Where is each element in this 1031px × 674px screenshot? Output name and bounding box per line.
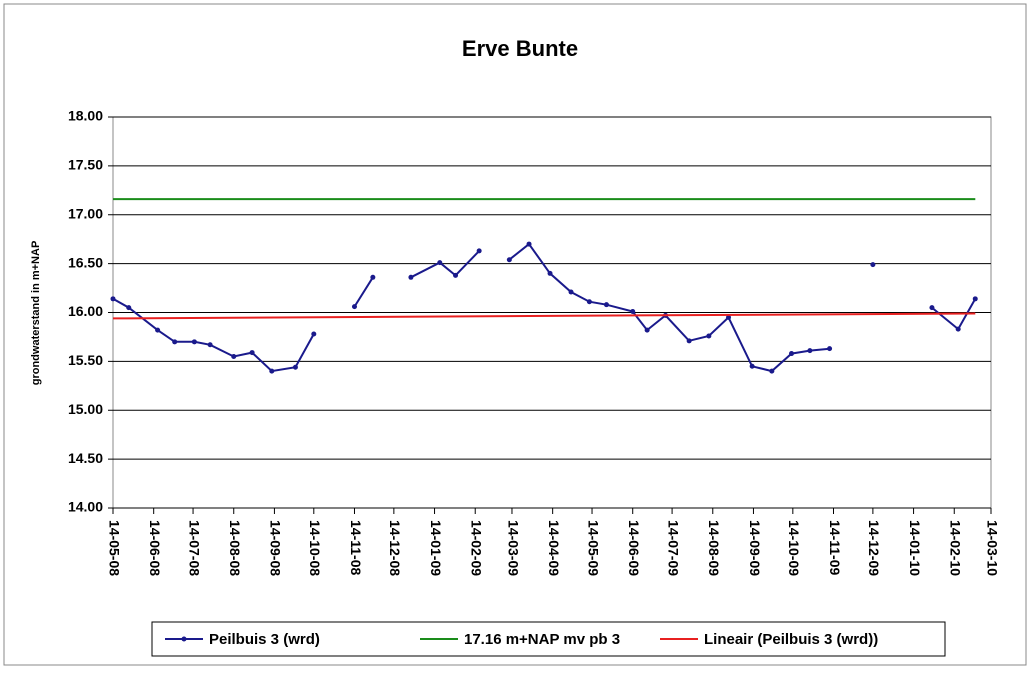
x-tick-label: 14-03-09 [505, 520, 521, 576]
y-tick-label: 14.00 [68, 499, 103, 515]
point [269, 368, 275, 374]
point [706, 333, 712, 339]
legend-label: 17.16 m+NAP mv pb 3 [464, 631, 620, 648]
x-tick-label: 14-05-08 [106, 520, 122, 576]
y-tick-label: 16.00 [68, 303, 103, 319]
point [955, 326, 961, 332]
point [526, 241, 532, 247]
point [827, 346, 833, 352]
point [249, 350, 255, 356]
point [547, 270, 553, 276]
y-tick-label: 17.50 [68, 157, 103, 173]
point [807, 348, 813, 354]
point [686, 338, 692, 344]
legend [151, 621, 946, 657]
x-tick-label: 14-10-08 [307, 520, 323, 576]
series-line [112, 312, 976, 320]
point [603, 302, 609, 308]
x-tick-label: 14-12-08 [387, 520, 403, 576]
x-tick-label: 14-07-08 [186, 520, 202, 576]
x-tick-label: 14-10-09 [786, 520, 802, 576]
y-tick-label: 15.00 [68, 401, 103, 417]
point [292, 364, 298, 370]
x-tick-label: 14-02-10 [948, 520, 964, 576]
point [929, 305, 935, 311]
x-tick-label: 14-01-10 [907, 520, 923, 576]
point [870, 262, 876, 268]
y-tick-label: 18.00 [68, 108, 103, 124]
point [207, 342, 213, 348]
point [311, 331, 317, 337]
x-tick-label: 14-05-09 [585, 520, 601, 576]
point [191, 339, 197, 345]
point [644, 327, 650, 333]
x-tick-label: 14-11-09 [827, 520, 843, 575]
point [586, 299, 592, 305]
point [789, 351, 795, 357]
point [370, 274, 376, 280]
x-tick-label: 14-04-09 [546, 520, 562, 576]
y-tick-label: 15.50 [68, 352, 103, 368]
point [476, 248, 482, 254]
point [437, 260, 443, 266]
x-tick-label: 14-07-09 [665, 520, 681, 576]
x-tick-label: 14-09-09 [747, 520, 763, 576]
x-tick-label: 14-09-08 [268, 520, 284, 576]
point [972, 296, 978, 302]
point [506, 257, 512, 263]
y-tick-label: 17.00 [68, 205, 103, 221]
point [126, 305, 132, 311]
point [231, 353, 237, 359]
point [351, 304, 357, 310]
y-tick-label: 16.50 [68, 254, 103, 270]
chart-title: Erve Bunte [462, 36, 578, 61]
point [769, 368, 775, 374]
x-tick-label: 14-11-08 [348, 520, 364, 575]
point [110, 296, 116, 302]
y-tick-label: 14.50 [68, 450, 103, 466]
x-tick-label: 14-03-10 [984, 520, 1000, 576]
point [630, 309, 636, 315]
point [155, 327, 161, 333]
y-axis-label: grondwaterstand in m+NAP [30, 241, 42, 386]
point [453, 272, 459, 278]
x-tick-label: 14-12-09 [866, 520, 882, 576]
point [172, 339, 178, 345]
legend-label: Lineair (Peilbuis 3 (wrd)) [704, 631, 878, 648]
legend-marker [181, 636, 187, 642]
x-tick-label: 14-08-09 [706, 520, 722, 576]
point [726, 314, 732, 320]
x-tick-label: 14-06-08 [147, 520, 163, 576]
point [749, 363, 755, 369]
point [408, 274, 414, 280]
point [568, 289, 574, 295]
x-tick-label: 14-02-09 [469, 520, 485, 576]
legend-label: Peilbuis 3 (wrd) [209, 631, 320, 648]
x-tick-label: 14-06-09 [626, 520, 642, 576]
x-tick-label: 14-08-08 [227, 520, 243, 576]
x-tick-label: 14-01-09 [428, 520, 444, 576]
